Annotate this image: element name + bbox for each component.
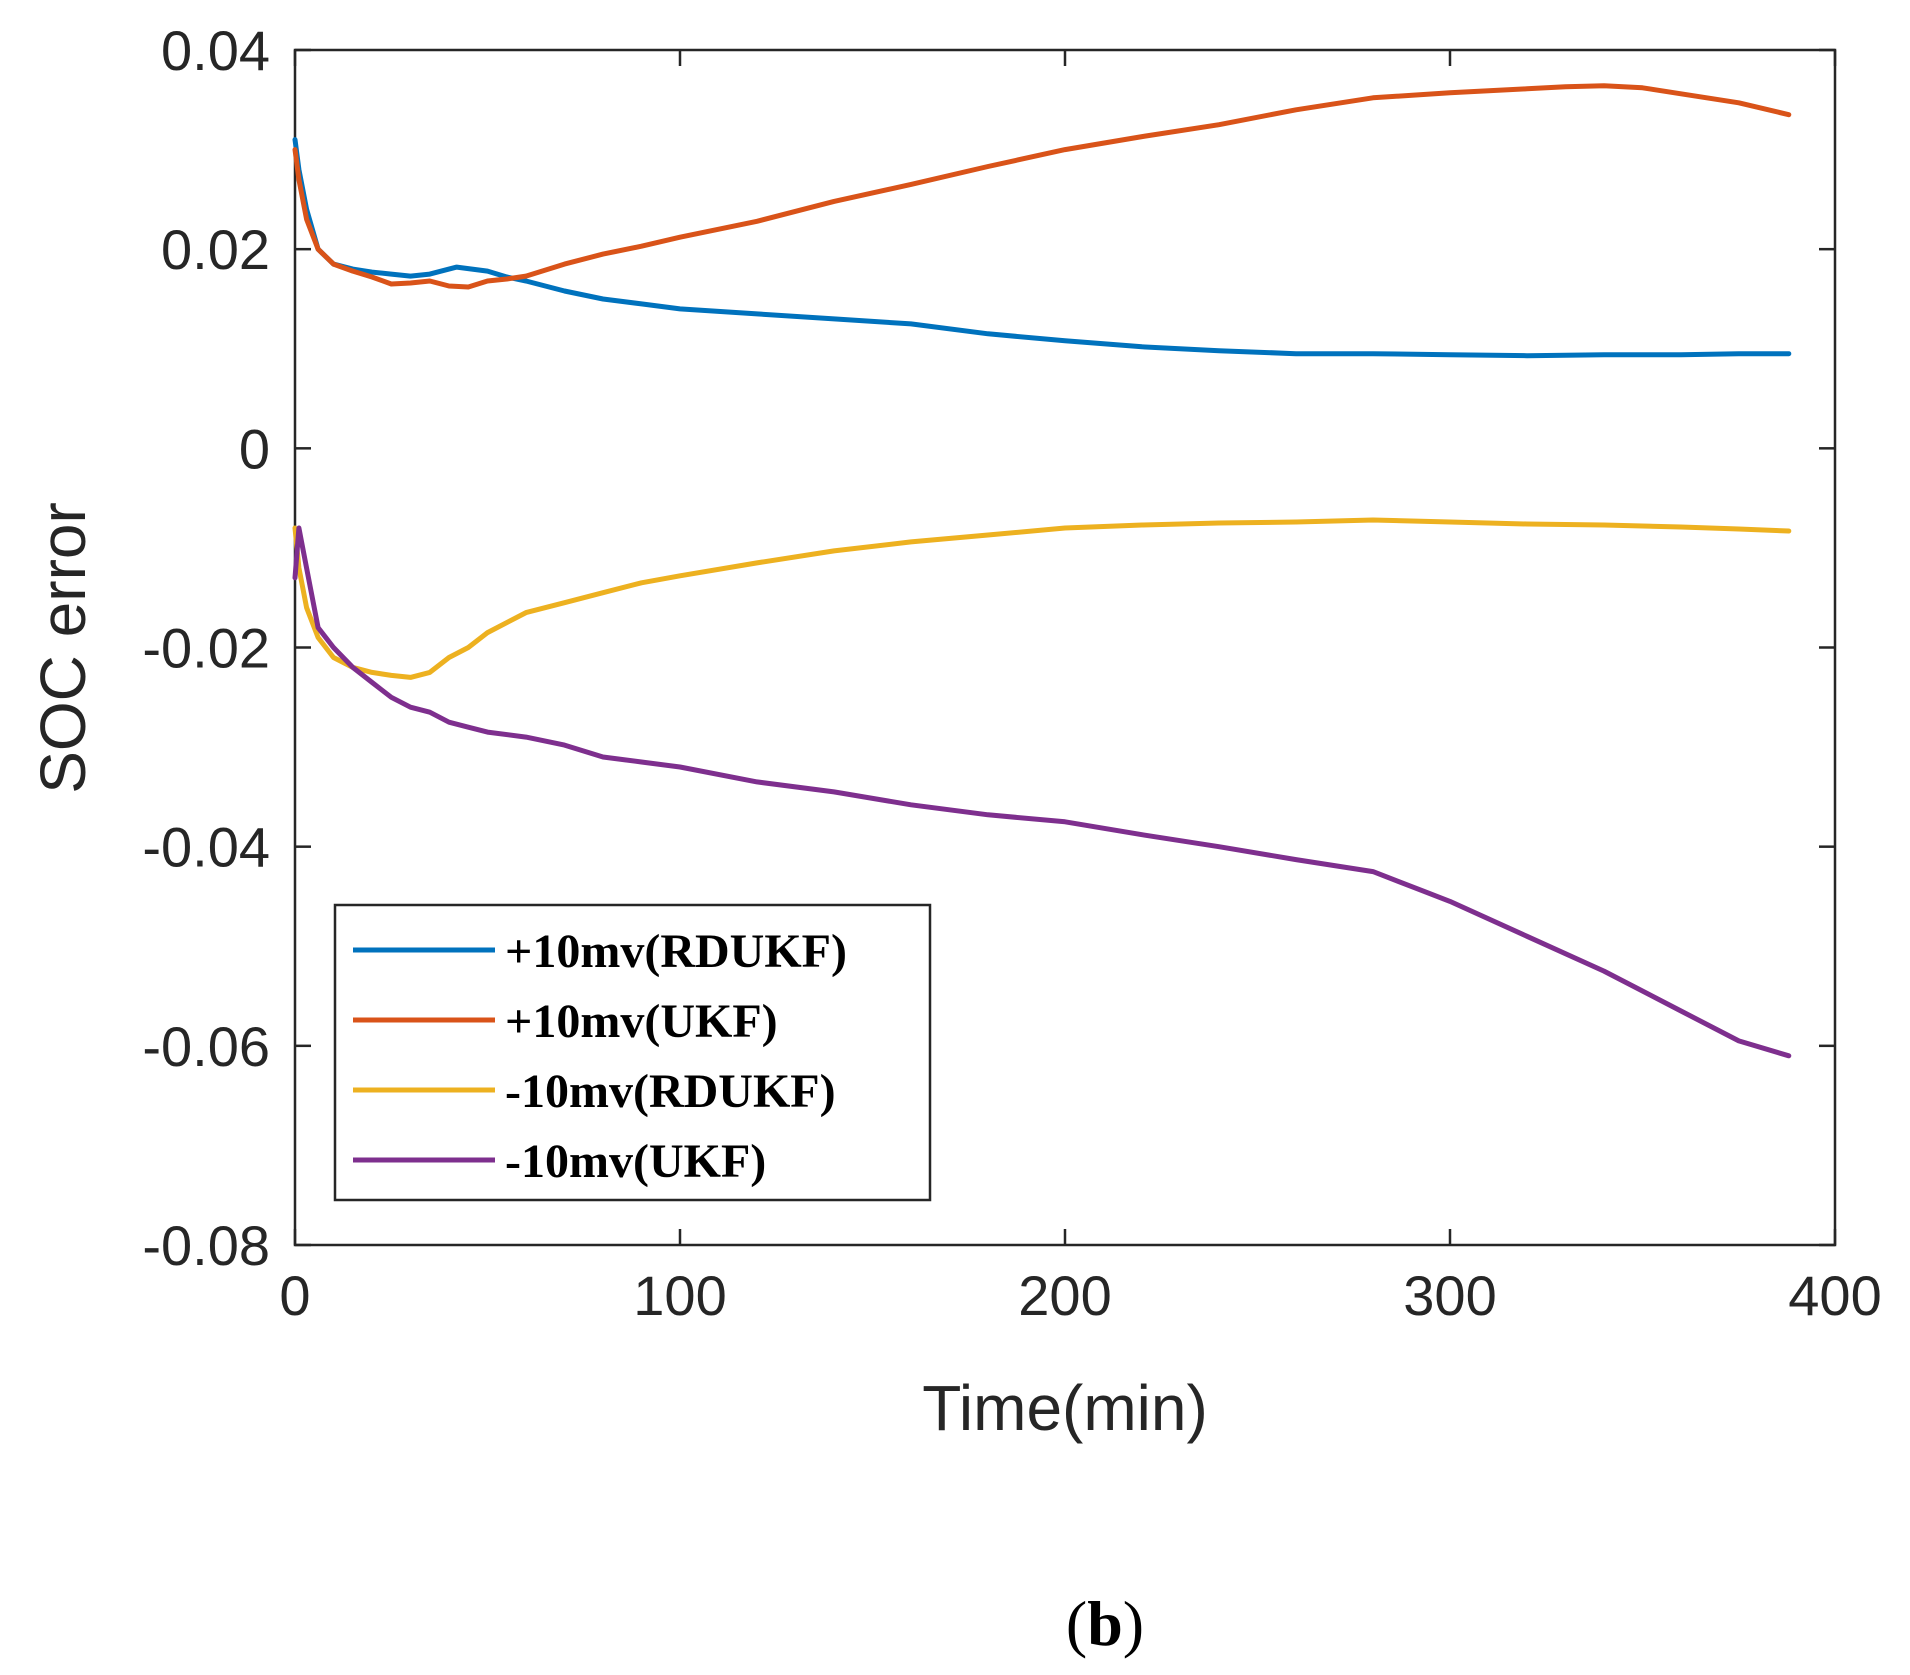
series-line-3 xyxy=(292,517,1792,680)
x-tick-label: 400 xyxy=(1788,1264,1881,1327)
legend-entry: +10mv(UKF) xyxy=(505,995,778,1048)
x-tick-label: 100 xyxy=(633,1264,726,1327)
y-tick-label: -0.08 xyxy=(142,1214,270,1277)
panel-label-open: ( xyxy=(1066,1588,1087,1659)
axis-ticks: 0 100 200 300 400 -0.08 -0.06 -0.04 -0.02 0 0.02 0.… xyxy=(142,19,1881,1327)
legend-box xyxy=(333,903,932,1202)
panel-label-close: ) xyxy=(1123,1588,1144,1659)
y-tick-label: -0.06 xyxy=(142,1015,270,1078)
series-line-2 xyxy=(292,83,1792,290)
y-axis-label: SOC error xyxy=(27,502,99,794)
y-tick-label: -0.04 xyxy=(142,816,270,879)
legend-entry: +10mv(RDUKF) xyxy=(505,925,847,978)
series-line-4 xyxy=(292,525,1792,1059)
x-tick-label: 0 xyxy=(279,1264,310,1327)
series-lines xyxy=(292,83,1792,1059)
y-tick-label: 0.02 xyxy=(161,218,270,281)
legend-entry: -10mv(UKF) xyxy=(505,1135,766,1188)
series-line-1 xyxy=(292,137,1792,359)
x-axis-label: Time(min) xyxy=(922,1372,1208,1444)
panel-label-letter: b xyxy=(1087,1588,1123,1659)
x-tick-label: 300 xyxy=(1403,1264,1496,1327)
y-tick-label: 0.04 xyxy=(161,19,270,82)
y-tick-label: 0 xyxy=(239,417,270,480)
legend-entry: -10mv(RDUKF) xyxy=(505,1065,836,1118)
panel-label: (b) xyxy=(1066,1588,1144,1659)
x-tick-label: 200 xyxy=(1018,1264,1111,1327)
legend: +10mv(RDUKF) +10mv(UKF) -10mv(RDUKF) -10mv(… xyxy=(333,903,932,1202)
y-tick-label: -0.02 xyxy=(142,617,270,680)
